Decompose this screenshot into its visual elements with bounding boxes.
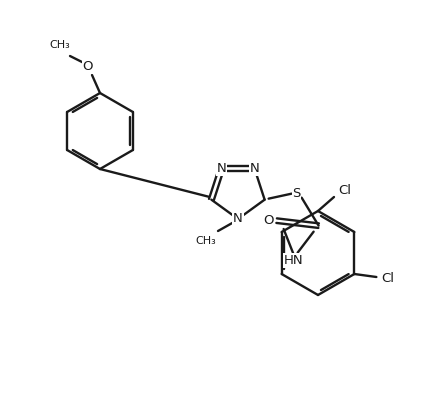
Text: O: O xyxy=(263,214,273,227)
Text: N: N xyxy=(233,213,243,225)
Text: CH₃: CH₃ xyxy=(195,236,216,246)
Text: CH₃: CH₃ xyxy=(49,40,70,50)
Text: Cl: Cl xyxy=(380,273,393,286)
Text: Cl: Cl xyxy=(338,184,351,198)
Text: O: O xyxy=(83,61,93,73)
Text: N: N xyxy=(249,162,259,175)
Text: N: N xyxy=(216,162,226,175)
Text: HN: HN xyxy=(283,254,303,267)
Text: S: S xyxy=(292,187,300,200)
